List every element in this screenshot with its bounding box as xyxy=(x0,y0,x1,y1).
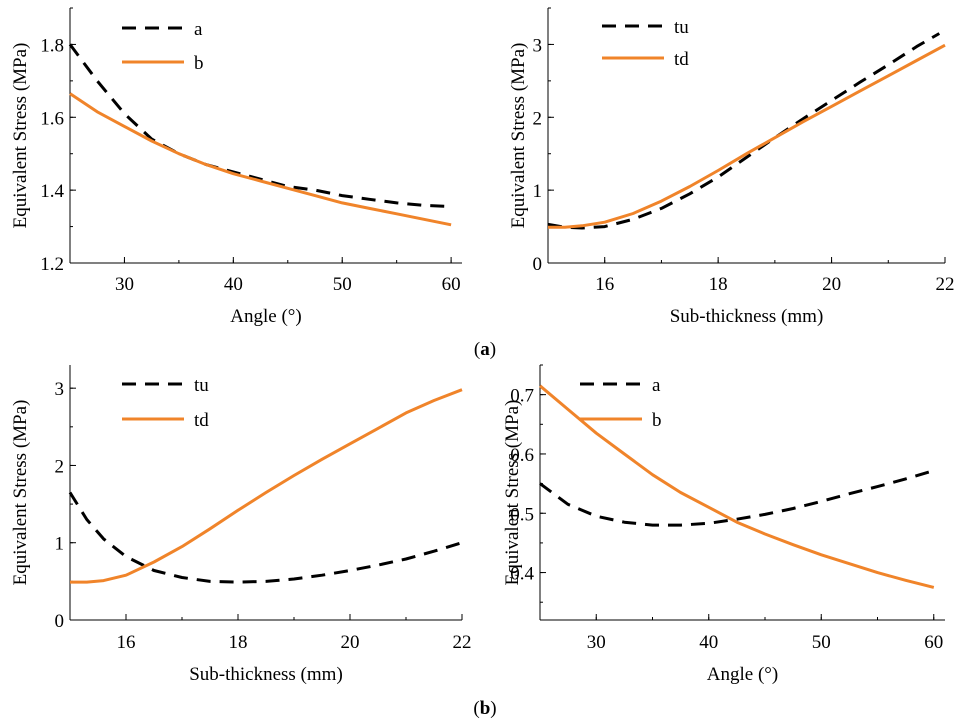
chart-a-right: 16 18 20 22 0 1 2 3 Sub-thickness (mm) Equivalent… xyxy=(508,7,955,327)
y-axis-label: Equivalent Stress (MPa) xyxy=(508,43,529,229)
x-tick-label: 60 xyxy=(924,632,943,653)
chart-b-left: 16 18 20 22 0 1 2 3 Sub-thickness (mm) Equivalent… xyxy=(10,365,472,685)
y-tick-label: 1.6 xyxy=(40,108,64,129)
y-tick-label: 0.5 xyxy=(510,504,534,525)
y-tick-label: 3 xyxy=(55,379,65,400)
series-line-td xyxy=(548,43,946,229)
x-axis-label: Sub-thickness (mm) xyxy=(670,306,824,327)
x-tick-label: 16 xyxy=(595,274,614,295)
y-tick-label: 2 xyxy=(55,456,65,477)
x-tick-label: 20 xyxy=(822,274,841,295)
series-line-a xyxy=(539,469,935,527)
series-line-b xyxy=(539,384,935,589)
x-axis-label: Angle (°) xyxy=(230,306,301,327)
legend-label-tu: tu xyxy=(674,17,689,38)
series-line-td xyxy=(70,388,463,584)
x-tick-label: 22 xyxy=(453,632,472,653)
y-tick-label: 1 xyxy=(55,534,65,555)
chart-a-left: 30 40 50 60 1.2 1.4 1.6 1.8 Angle (°) Equivalent … xyxy=(10,7,462,327)
y-tick-label: 0 xyxy=(533,254,543,275)
x-tick-label: 22 xyxy=(936,274,955,295)
x-tick-label: 40 xyxy=(224,274,243,295)
legend-label-td: td xyxy=(674,49,689,70)
caption-b: (b) xyxy=(473,698,496,719)
legend-label-b: b xyxy=(194,53,204,74)
y-axis-label: Equivalent Stress (MPa) xyxy=(10,43,31,229)
y-tick-label: 1 xyxy=(533,181,543,202)
legend-label-b: b xyxy=(652,410,662,431)
caption-a: (a) xyxy=(474,339,496,360)
y-tick-label: 0.7 xyxy=(510,386,534,407)
caption-letter: a xyxy=(480,339,490,360)
x-axis-label: Angle (°) xyxy=(707,664,778,685)
x-tick-label: 18 xyxy=(709,274,728,295)
x-tick-label: 16 xyxy=(117,632,136,653)
legend-label-a: a xyxy=(194,19,203,40)
series-line-b xyxy=(69,92,452,227)
caption-letter: b xyxy=(480,698,491,719)
y-tick-label: 0.4 xyxy=(510,564,534,585)
y-tick-label: 3 xyxy=(533,35,543,56)
x-tick-label: 60 xyxy=(442,274,461,295)
y-tick-label: 1.8 xyxy=(40,35,64,56)
series-line-tu xyxy=(547,32,941,230)
chart-b-right: 30 40 50 60 0.4 0.5 0.6 0.7 Angle (°) Equivalent … xyxy=(502,364,945,685)
legend-label-td: td xyxy=(194,410,209,431)
x-axis-label: Sub-thickness (mm) xyxy=(189,664,343,685)
x-tick-label: 40 xyxy=(699,632,718,653)
y-tick-label: 2 xyxy=(533,108,543,129)
y-axis-label: Equivalent Stress (MPa) xyxy=(10,400,31,586)
x-tick-label: 20 xyxy=(341,632,360,653)
series-line-a xyxy=(68,43,452,208)
x-tick-label: 30 xyxy=(587,632,606,653)
legend-label-tu: tu xyxy=(194,375,209,396)
x-tick-label: 30 xyxy=(115,274,134,295)
y-tick-label: 1.4 xyxy=(40,181,64,202)
legend-label-a: a xyxy=(652,375,661,396)
x-tick-label: 18 xyxy=(229,632,248,653)
y-axis-label: Equivalent Stress (MPa) xyxy=(502,400,523,586)
y-tick-label: 1.2 xyxy=(40,254,64,275)
x-tick-label: 50 xyxy=(333,274,352,295)
x-tick-label: 50 xyxy=(812,632,831,653)
series-line-tu xyxy=(68,491,463,584)
y-tick-label: 0.6 xyxy=(510,445,534,466)
y-tick-label: 0 xyxy=(55,611,65,632)
